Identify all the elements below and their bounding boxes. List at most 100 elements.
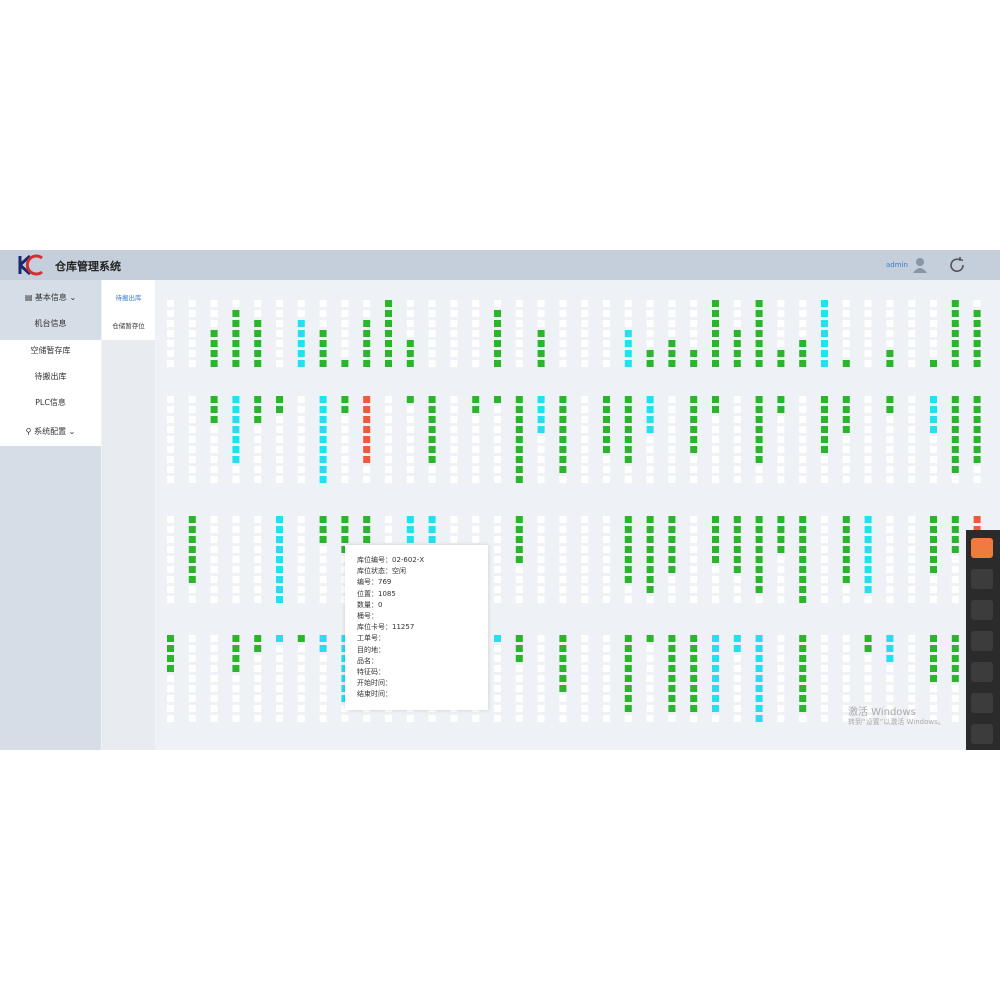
storage-cell[interactable] (603, 546, 610, 553)
storage-cell[interactable] (908, 396, 916, 403)
storage-cell[interactable] (603, 416, 610, 423)
storage-cell[interactable] (712, 655, 719, 662)
storage-cell[interactable] (232, 456, 240, 463)
storage-cell[interactable] (406, 426, 414, 433)
storage-cell[interactable] (712, 406, 719, 413)
storage-cell[interactable] (799, 675, 807, 682)
storage-cell[interactable] (821, 596, 828, 603)
storage-cell[interactable] (450, 406, 458, 413)
storage-cell[interactable] (951, 715, 959, 722)
tool-button[interactable] (971, 569, 993, 589)
storage-cell[interactable] (930, 360, 937, 367)
storage-cell[interactable] (276, 446, 283, 453)
storage-cell[interactable] (515, 436, 523, 443)
storage-cell[interactable] (232, 360, 240, 367)
storage-cell[interactable] (777, 426, 785, 433)
storage-cell[interactable] (908, 446, 916, 453)
storage-cell[interactable] (472, 396, 480, 403)
storage-cell[interactable] (864, 320, 872, 327)
storage-cell[interactable] (930, 546, 937, 553)
storage-cell[interactable] (755, 586, 763, 593)
storage-cell[interactable] (188, 536, 196, 543)
storage-cell[interactable] (755, 695, 763, 702)
storage-cell[interactable] (515, 546, 523, 553)
storage-cell[interactable] (886, 476, 894, 483)
storage-cell[interactable] (624, 665, 632, 672)
storage-cell[interactable] (951, 396, 959, 403)
storage-cell[interactable] (167, 476, 174, 483)
storage-cell[interactable] (210, 566, 218, 573)
user-name[interactable]: admin (886, 261, 908, 269)
storage-cell[interactable] (515, 446, 523, 453)
storage-cell[interactable] (537, 576, 545, 583)
storage-cell[interactable] (821, 320, 828, 327)
storage-cell[interactable] (537, 586, 545, 593)
storage-cell[interactable] (167, 576, 174, 583)
storage-cell[interactable] (908, 586, 916, 593)
storage-cell[interactable] (319, 330, 327, 337)
storage-cell[interactable] (450, 300, 458, 307)
storage-cell[interactable] (450, 456, 458, 463)
storage-cell[interactable] (951, 406, 959, 413)
storage-cell[interactable] (842, 446, 850, 453)
storage-cell[interactable] (842, 685, 850, 692)
storage-cell[interactable] (777, 340, 785, 347)
storage-cell[interactable] (341, 576, 349, 583)
storage-cell[interactable] (777, 516, 785, 523)
storage-cell[interactable] (341, 320, 349, 327)
storage-cell[interactable] (210, 536, 218, 543)
storage-cell[interactable] (494, 685, 501, 692)
storage-cell[interactable] (472, 340, 480, 347)
storage-cell[interactable] (385, 446, 392, 453)
storage-cell[interactable] (733, 466, 741, 473)
storage-cell[interactable] (472, 426, 480, 433)
storage-cell[interactable] (515, 516, 523, 523)
storage-cell[interactable] (341, 300, 349, 307)
storage-cell[interactable] (908, 360, 916, 367)
storage-cell[interactable] (385, 350, 392, 357)
storage-cell[interactable] (821, 436, 828, 443)
storage-cell[interactable] (908, 715, 916, 722)
storage-cell[interactable] (777, 635, 785, 642)
storage-cell[interactable] (842, 665, 850, 672)
storage-cell[interactable] (799, 330, 807, 337)
storage-cell[interactable] (515, 476, 523, 483)
storage-cell[interactable] (908, 516, 916, 523)
storage-cell[interactable] (973, 526, 981, 533)
storage-cell[interactable] (624, 360, 632, 367)
storage-cell[interactable] (319, 566, 327, 573)
storage-cell[interactable] (363, 456, 371, 463)
storage-cell[interactable] (842, 426, 850, 433)
storage-cell[interactable] (799, 556, 807, 563)
storage-cell[interactable] (559, 675, 567, 682)
storage-cell[interactable] (886, 516, 894, 523)
storage-cell[interactable] (930, 635, 937, 642)
storage-cell[interactable] (406, 715, 414, 722)
storage-cell[interactable] (973, 340, 981, 347)
storage-cell[interactable] (668, 300, 676, 307)
refresh-icon[interactable] (948, 256, 966, 274)
storage-cell[interactable] (668, 310, 676, 317)
storage-cell[interactable] (777, 320, 785, 327)
storage-cell[interactable] (646, 586, 654, 593)
storage-cell[interactable] (821, 715, 828, 722)
storage-cell[interactable] (341, 396, 349, 403)
storage-cell[interactable] (973, 330, 981, 337)
storage-cell[interactable] (624, 516, 632, 523)
storage-cell[interactable] (646, 526, 654, 533)
storage-cell[interactable] (537, 516, 545, 523)
storage-cell[interactable] (930, 436, 937, 443)
storage-cell[interactable] (646, 330, 654, 337)
storage-cell[interactable] (799, 635, 807, 642)
storage-cell[interactable] (319, 596, 327, 603)
storage-cell[interactable] (668, 320, 676, 327)
storage-cell[interactable] (624, 655, 632, 662)
storage-cell[interactable] (581, 330, 589, 337)
storage-cell[interactable] (951, 645, 959, 652)
storage-cell[interactable] (210, 310, 218, 317)
storage-cell[interactable] (755, 536, 763, 543)
storage-cell[interactable] (515, 596, 523, 603)
storage-cell[interactable] (930, 675, 937, 682)
storage-cell[interactable] (821, 396, 828, 403)
storage-cell[interactable] (864, 310, 872, 317)
